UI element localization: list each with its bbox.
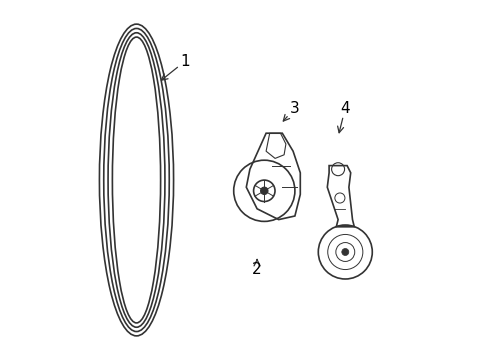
Text: 1: 1: [161, 54, 189, 80]
Circle shape: [341, 248, 348, 256]
Text: 2: 2: [252, 260, 262, 278]
Circle shape: [260, 187, 267, 194]
Text: 4: 4: [337, 100, 349, 133]
Text: 3: 3: [283, 100, 299, 121]
